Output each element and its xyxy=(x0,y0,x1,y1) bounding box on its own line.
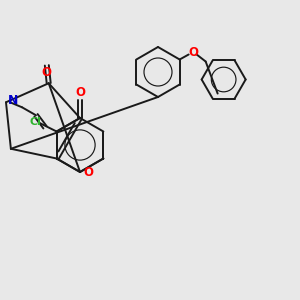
Text: O: O xyxy=(189,46,199,59)
Text: O: O xyxy=(75,86,85,100)
Text: Cl: Cl xyxy=(30,117,42,127)
Text: O: O xyxy=(83,167,93,179)
Text: O: O xyxy=(42,66,52,79)
Text: N: N xyxy=(8,94,18,107)
